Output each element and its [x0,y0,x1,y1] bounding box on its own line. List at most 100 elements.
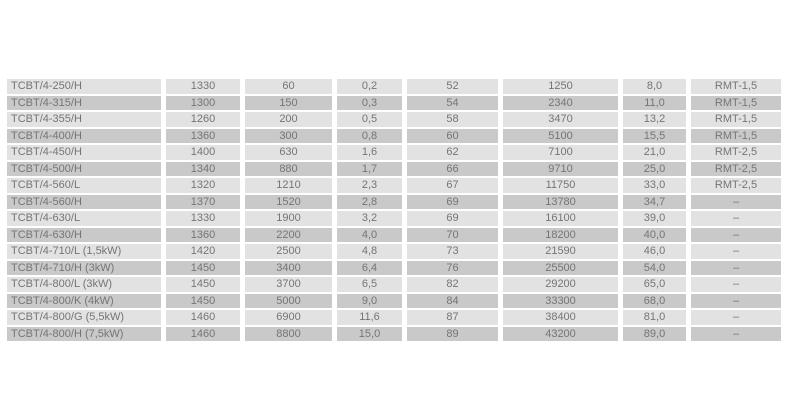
value-cell: 1360 [166,227,240,242]
value-cell: 0,3 [337,95,402,110]
value-cell: 54,0 [623,260,686,275]
value-cell: 1360 [166,128,240,143]
value-cell: RMT-1,5 [691,128,781,143]
value-cell: 33,0 [623,178,686,193]
value-cell: RMT-2,5 [691,145,781,160]
value-cell: 76 [407,260,498,275]
value-cell: 82 [407,277,498,292]
value-cell: 87 [407,310,498,325]
value-cell: 3,2 [337,211,402,226]
value-cell: RMT-1,5 [691,112,781,127]
value-cell: 73 [407,244,498,259]
value-cell: 54 [407,95,498,110]
model-cell: TCBT/4-710/L (1,5kW) [7,244,161,259]
table-row: TCBT/4-800/H (7,5kW) 1460 8800 15,0 89 43200 8… [7,326,781,341]
value-cell: 6900 [245,310,332,325]
table-row: TCBT/4-800/K (4kW) 1450 5000 9,0 84 33300 68,0… [7,293,781,308]
value-cell: 3400 [245,260,332,275]
value-cell: 1450 [166,293,240,308]
value-cell: 34,7 [623,194,686,209]
value-cell: 29200 [503,277,618,292]
value-cell: 1420 [166,244,240,259]
value-cell: 6,4 [337,260,402,275]
value-cell: – [691,244,781,259]
value-cell: 69 [407,211,498,226]
value-cell: 1330 [166,211,240,226]
value-cell: 52 [407,79,498,94]
value-cell: 1900 [245,211,332,226]
value-cell: 18200 [503,227,618,242]
value-cell: 8800 [245,326,332,341]
value-cell: 0,2 [337,79,402,94]
table-row: TCBT/4-400/H 1360 300 0,8 60 5100 15,5 RMT-1,5 [7,128,781,143]
value-cell: 1,6 [337,145,402,160]
value-cell: – [691,260,781,275]
value-cell: 89,0 [623,326,686,341]
table-row: TCBT/4-630/L 1330 1900 3,2 69 16100 39,0– [7,211,781,226]
value-cell: 2340 [503,95,618,110]
value-cell: 3470 [503,112,618,127]
table-row: TCBT/4-560/L 1320 1210 2,3 67 11750 33,0 RMT-2,… [7,178,781,193]
table-row: TCBT/4-450/H 1400 630 1,6 62 7100 21,0 RMT-2,5 [7,145,781,160]
model-cell: TCBT/4-630/H [7,227,161,242]
value-cell: 66 [407,161,498,176]
table-row: TCBT/4-710/L (1,5kW) 1420 2500 4,8 73 21590 46… [7,244,781,259]
value-cell: – [691,194,781,209]
model-cell: TCBT/4-315/H [7,95,161,110]
value-cell: RMT-2,5 [691,178,781,193]
value-cell: 0,5 [337,112,402,127]
value-cell: 21,0 [623,145,686,160]
table-row: TCBT/4-500/H 1340 880 1,7 66 9710 25,0 RMT-2,5 [7,161,781,176]
table-row: TCBT/4-710/H (3kW) 1450 3400 6,4 76 25500 54,0… [7,260,781,275]
value-cell: 2,3 [337,178,402,193]
table-row: TCBT/4-800/G (5,5kW) 1460 6900 11,6 87 38400 8… [7,310,781,325]
model-cell: TCBT/4-710/H (3kW) [7,260,161,275]
value-cell: 1250 [503,79,618,94]
value-cell: 81,0 [623,310,686,325]
value-cell: 60 [407,128,498,143]
value-cell: 3700 [245,277,332,292]
value-cell: 11,6 [337,310,402,325]
value-cell: 6,5 [337,277,402,292]
table-row: TCBT/4-250/H 1330 60 0,2 52 1250 8,0 RMT-1,5 [7,79,781,94]
value-cell: 13,2 [623,112,686,127]
value-cell: 68,0 [623,293,686,308]
table-row: TCBT/4-560/H 1370 1520 2,8 69 13780 34,7– [7,194,781,209]
value-cell: 150 [245,95,332,110]
value-cell: 1,7 [337,161,402,176]
value-cell: – [691,293,781,308]
value-cell: 5000 [245,293,332,308]
value-cell: 1320 [166,178,240,193]
model-cell: TCBT/4-250/H [7,79,161,94]
value-cell: 46,0 [623,244,686,259]
value-cell: 9,0 [337,293,402,308]
value-cell: 39,0 [623,211,686,226]
value-cell: 43200 [503,326,618,341]
value-cell: 1340 [166,161,240,176]
value-cell: 84 [407,293,498,308]
value-cell: 1460 [166,310,240,325]
value-cell: 1450 [166,260,240,275]
value-cell: 2,8 [337,194,402,209]
model-cell: TCBT/4-400/H [7,128,161,143]
model-cell: TCBT/4-800/H (7,5kW) [7,326,161,341]
model-cell: TCBT/4-800/L (3kW) [7,277,161,292]
table-row: TCBT/4-315/H 1300 150 0,3 54 2340 11,0 RMT-1,5 [7,95,781,110]
model-cell: TCBT/4-800/G (5,5kW) [7,310,161,325]
model-cell: TCBT/4-560/H [7,194,161,209]
fan-spec-table: TCBT/4-250/H 1330 60 0,2 52 1250 8,0 RMT-1,5 TCB… [2,77,786,343]
value-cell: – [691,326,781,341]
value-cell: 15,0 [337,326,402,341]
value-cell: – [691,277,781,292]
table-row: TCBT/4-800/L (3kW) 1450 3700 6,5 82 29200 65,0… [7,277,781,292]
value-cell: 1450 [166,277,240,292]
value-cell: 60 [245,79,332,94]
value-cell: 1330 [166,79,240,94]
value-cell: 630 [245,145,332,160]
value-cell: 11,0 [623,95,686,110]
table-row: TCBT/4-355/H 1260 200 0,5 58 3470 13,2 RMT-1,5 [7,112,781,127]
value-cell: 300 [245,128,332,143]
value-cell: – [691,227,781,242]
value-cell: – [691,211,781,226]
